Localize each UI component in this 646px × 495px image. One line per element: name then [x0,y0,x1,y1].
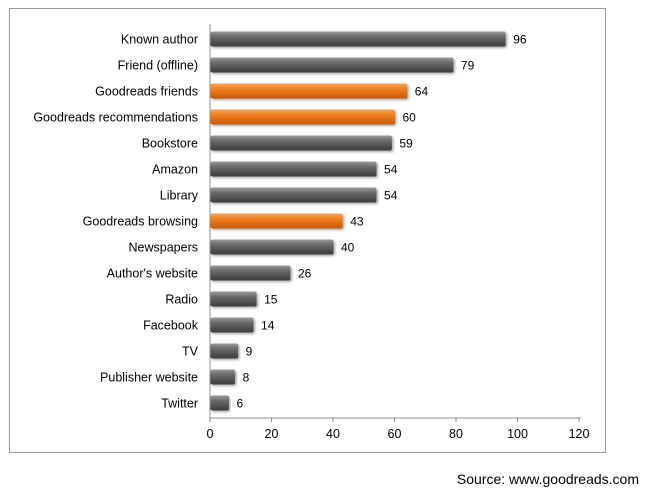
category-label-bookstore: Bookstore [142,137,198,151]
bar-library [210,187,377,203]
bar-bookstore [210,135,392,151]
bar-newspapers [210,239,334,255]
source-note: Source: www.goodreads.com [456,471,639,487]
value-label-library: 54 [384,189,398,203]
category-label-amazon: Amazon [152,163,198,177]
category-label-tv: TV [182,345,199,359]
category-label-library: Library [160,189,199,203]
category-label-newspapers: Newspapers [129,241,198,255]
x-tick-label-100: 100 [507,427,528,441]
value-label-twitter: 6 [236,397,243,411]
x-tick-label-80: 80 [449,427,463,441]
bar-goodreads-friends [210,83,408,99]
value-label-friend-offline: 79 [461,59,475,73]
value-label-author-s-website: 26 [298,267,312,281]
value-label-newspapers: 40 [341,241,355,255]
x-tick-label-60: 60 [388,427,402,441]
bar-publisher-website [210,369,236,385]
category-label-radio: Radio [165,293,198,307]
bar-goodreads-recommendations [210,109,395,125]
x-tick-label-120: 120 [569,427,590,441]
category-label-twitter: Twitter [161,397,198,411]
category-label-goodreads-recommendations: Goodreads recommendations [33,111,198,125]
x-tick-label-40: 40 [326,427,340,441]
x-axis: 0 20 40 60 80 100 120 [207,24,590,441]
value-label-radio: 15 [264,293,278,307]
category-label-friend-offline: Friend (offline) [118,59,198,73]
bar-author-s-website [210,265,291,281]
value-label-facebook: 14 [261,319,275,333]
bar-radio [210,291,257,307]
value-label-goodreads-friends: 64 [415,85,429,99]
bar-facebook [210,317,254,333]
bar-goodreads-browsing [210,213,343,229]
bar-twitter [210,395,229,411]
value-label-amazon: 54 [384,163,398,177]
value-label-goodreads-browsing: 43 [350,215,364,229]
bar-known-author [210,31,506,47]
value-label-bookstore: 59 [399,137,413,151]
x-tick-label-0: 0 [207,427,214,441]
bar-amazon [210,161,377,177]
category-label-facebook: Facebook [143,319,199,333]
value-label-tv: 9 [246,345,253,359]
category-label-known-author: Known author [121,33,198,47]
category-label-author-s-website: Author's website [107,267,198,281]
value-label-goodreads-recommendations: 60 [403,111,417,125]
category-label-goodreads-browsing: Goodreads browsing [83,215,198,229]
value-label-known-author: 96 [513,33,527,47]
category-label-publisher-website: Publisher website [100,371,198,385]
chart-frame: Known author 96 Friend (offline) 79 Goodread… [9,8,606,453]
value-label-publisher-website: 8 [243,371,250,385]
x-tick-label-20: 20 [265,427,279,441]
category-label-goodreads-friends: Goodreads friends [95,85,198,99]
bar-friend-offline [210,57,454,73]
bar-tv [210,343,239,359]
